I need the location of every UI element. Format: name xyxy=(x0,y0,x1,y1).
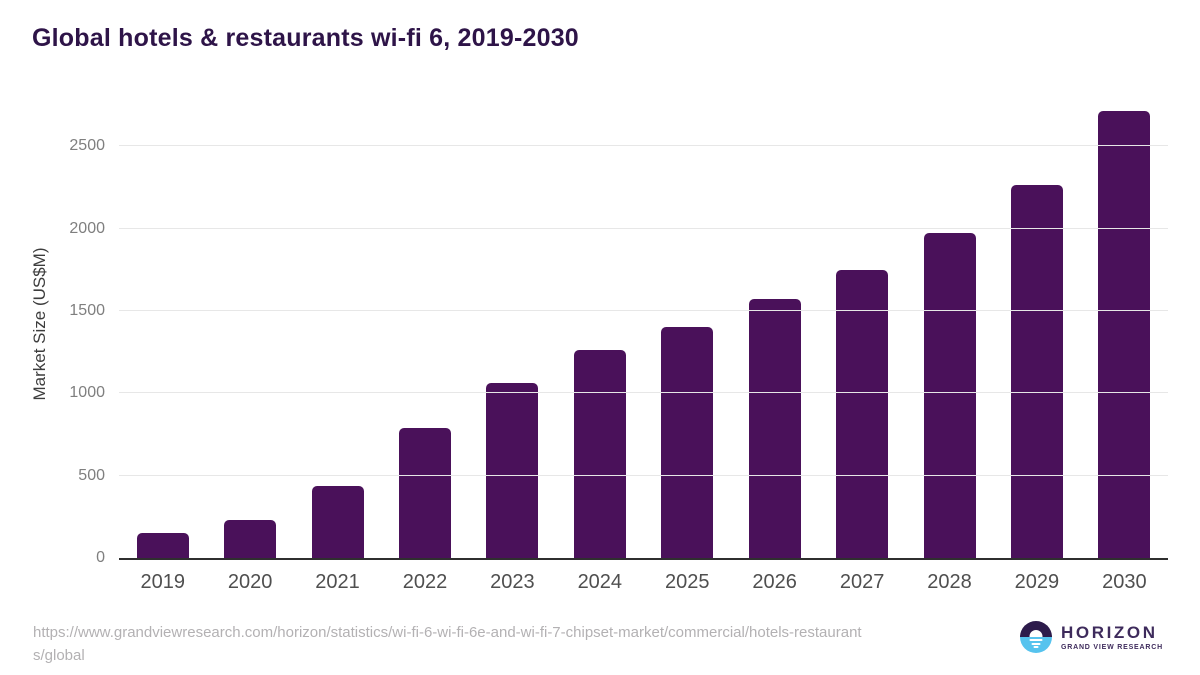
bar-slot: 2020 xyxy=(206,100,293,593)
source-url: https://www.grandviewresearch.com/horizo… xyxy=(33,621,862,667)
bar-2028 xyxy=(923,233,976,558)
bar-slot: 2022 xyxy=(381,100,468,593)
bar-slot: 2023 xyxy=(469,100,556,593)
chart-title: Global hotels & restaurants wi-fi 6, 201… xyxy=(32,24,579,52)
x-tick-label: 2028 xyxy=(927,571,972,593)
plot-area: 2019 2020 2021 2022 2023 2024 2025 2026 2027 2028… xyxy=(69,100,1168,593)
logo-sky-half xyxy=(1020,621,1052,637)
gridline xyxy=(119,145,1168,147)
bars-row: 2019 2020 2021 2022 2023 2024 2025 2026 2027 2028… xyxy=(119,100,1168,593)
y-tick-label: 1500 xyxy=(69,301,105,319)
gridline xyxy=(119,309,1168,311)
logo-ripple xyxy=(1031,642,1041,645)
y-tick-label: 2000 xyxy=(69,219,105,237)
bar-2029 xyxy=(1010,184,1063,558)
bar-2024 xyxy=(573,349,626,558)
x-tick-label: 2029 xyxy=(1014,571,1060,593)
horizon-sunset-circle-icon xyxy=(1020,621,1052,653)
bar-slot: 2030 xyxy=(1081,100,1168,593)
bar-slot: 2027 xyxy=(818,100,905,593)
x-tick-label: 2030 xyxy=(1102,571,1147,593)
x-tick-label: 2025 xyxy=(664,571,710,593)
logo-ripple xyxy=(1029,639,1043,641)
brand-logo: HORIZON GRAND VIEW RESEARCH xyxy=(1020,621,1163,653)
x-tick-label: 2024 xyxy=(577,571,623,593)
y-tick-label: 2500 xyxy=(69,137,105,155)
x-tick-label: 2026 xyxy=(752,571,797,593)
gridline xyxy=(119,227,1168,229)
bar-slot: 2025 xyxy=(644,100,731,593)
y-tick-label: 0 xyxy=(96,549,105,566)
bar-2019 xyxy=(136,533,189,558)
bar-2020 xyxy=(224,520,277,558)
brand-name: HORIZON xyxy=(1061,622,1158,642)
bar-slot: 2019 xyxy=(119,100,206,593)
bar-2030 xyxy=(1098,110,1151,558)
x-tick-label: 2021 xyxy=(315,571,360,593)
x-tick-label: 2020 xyxy=(227,571,273,593)
y-tick-label: 500 xyxy=(78,466,105,484)
bar-slot: 2021 xyxy=(294,100,381,593)
gridline xyxy=(119,392,1168,394)
logo-sun xyxy=(1029,630,1043,637)
bar-slot: 2028 xyxy=(906,100,993,593)
bar-slot: 2029 xyxy=(993,100,1080,593)
logo-text: HORIZON GRAND VIEW RESEARCH xyxy=(1061,624,1163,651)
bar-slot: 2024 xyxy=(556,100,643,593)
bar-2023 xyxy=(486,382,539,558)
x-tick-label: 2023 xyxy=(490,571,535,593)
bar-slot: 2026 xyxy=(731,100,818,593)
logo-ripple xyxy=(1033,646,1039,648)
bar-2027 xyxy=(836,269,889,558)
logo-sea-half xyxy=(1020,637,1052,653)
x-tick-label: 2027 xyxy=(839,571,885,593)
bar-2022 xyxy=(398,427,451,558)
y-tick-label: 1000 xyxy=(69,384,105,402)
bar-2025 xyxy=(661,326,714,558)
brand-subtitle: GRAND VIEW RESEARCH xyxy=(1061,643,1163,651)
x-tick-label: 2022 xyxy=(402,571,448,593)
bar-2021 xyxy=(311,486,364,558)
y-axis-title: Market Size (US$M) xyxy=(30,247,49,401)
bar-2026 xyxy=(748,298,801,558)
source-line-1: https://www.grandviewresearch.com/horizo… xyxy=(33,624,862,641)
gridline xyxy=(119,474,1168,476)
x-tick-label: 2019 xyxy=(140,571,185,593)
source-line-2: s/global xyxy=(33,647,85,664)
